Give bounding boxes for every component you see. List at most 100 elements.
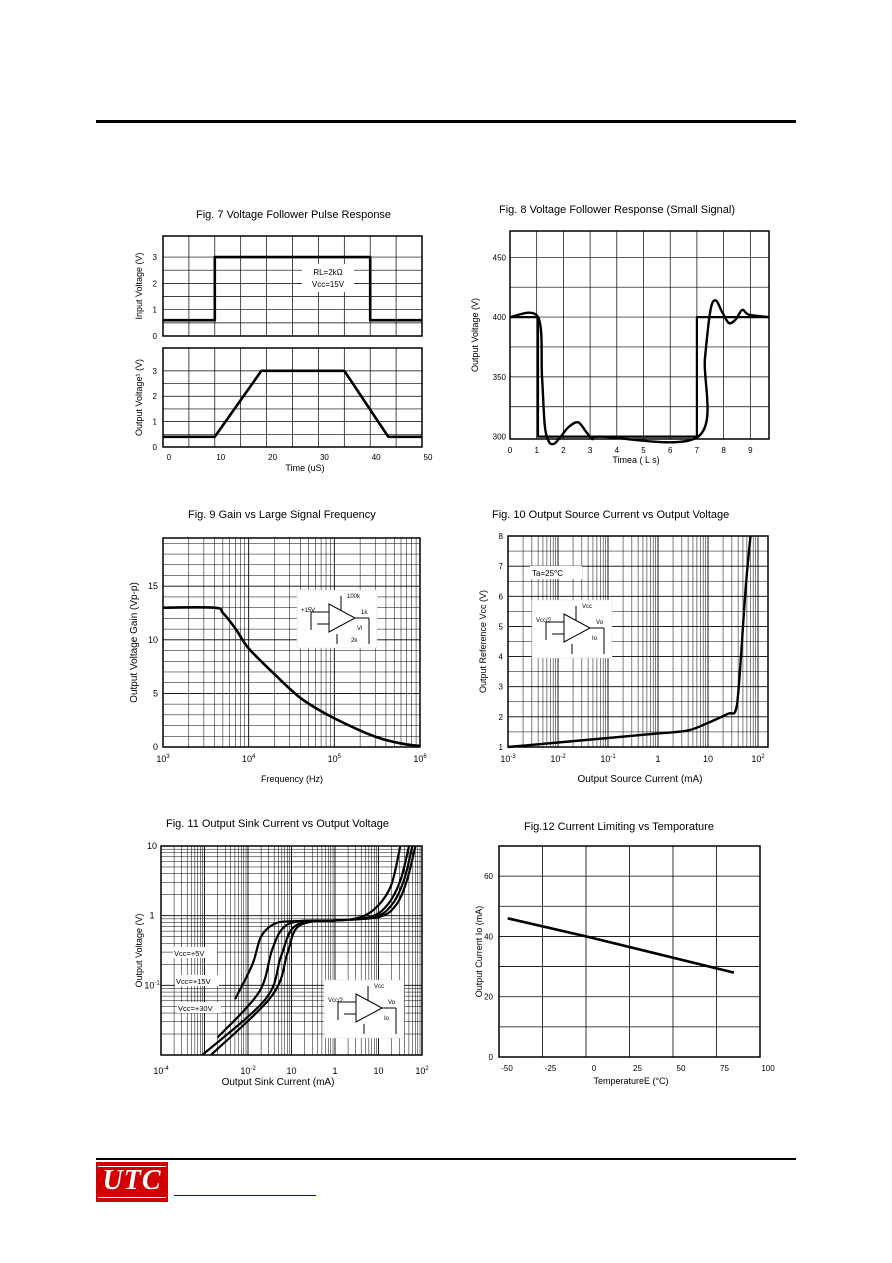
fig10-annotation-temp: Ta=25°C (532, 569, 563, 578)
fig9-ytick-label: 0 (153, 742, 158, 752)
fig10-source-curve (507, 535, 752, 749)
fig11-series-label: Vcc=+15V (176, 977, 211, 986)
header-rule (96, 120, 796, 123)
fig7-top-ylabel: Input Voltage (V) (134, 252, 144, 319)
fig12-xlabel: TemperatureE (°C) (593, 1076, 668, 1086)
fig7-top-ytick-label: 3 (153, 253, 158, 262)
fig12-chart: 0 20 40 60 -50 -25 0 25 50 75 100 Output Current Io… (474, 845, 775, 1086)
fig11-xtick-label: 10 (373, 1066, 383, 1076)
fig9-circuit-label: 1k (361, 610, 368, 616)
fig7-chart: 0 1 2 3 Input Voltage (V) 0 1 2 3 Output Voltage¹… (134, 235, 433, 473)
fig10-circuit-label: Io (592, 636, 598, 642)
fig8-xtick-label: 9 (748, 446, 753, 455)
fig11-circuit-label: Vcc/2 (328, 998, 344, 1004)
fig9-title: Fig. 9 Gain vs Large Signal Frequency (188, 509, 376, 521)
fig11-chart: 10 1 10-1 10-4 10-2 10 1 10 102 Output Voltage (V… (134, 841, 429, 1088)
fig8-xtick-label: 0 (508, 446, 513, 455)
fig10-opamp-symbol (563, 613, 592, 643)
fig7-xtick-label: 50 (424, 453, 433, 462)
fig11-series-label: Vcc=+5V (174, 949, 204, 958)
fig7-plot-frame (162, 235, 423, 337)
fig10-circuit-label: Vcc (582, 604, 592, 610)
fig8-xtick-label: 2 (561, 446, 566, 455)
fig11-title: Fig. 11 Output Sink Current vs Output Vo… (166, 818, 389, 830)
fig10-ylabel: Output Reference Vcc (V) (478, 590, 488, 693)
footer-rule (96, 1158, 796, 1160)
fig10-xtick-label: 102 (751, 754, 765, 764)
fig8-xtick-label: 1 (534, 446, 539, 455)
fig7-xtick-label: 40 (372, 453, 381, 462)
fig11-ytick-label: 10-1 (144, 980, 160, 990)
fig10-circuit-label: Vo (596, 620, 604, 626)
fig9-circuit-label: Vi (357, 626, 362, 632)
fig9-ytick-label: 10 (148, 635, 158, 645)
fig9-plot-frame (162, 537, 421, 748)
fig10-xlabel: Output Source Current (mA) (577, 774, 702, 785)
fig7-xtick-label: 10 (216, 453, 225, 462)
fig11-plot-frame (160, 845, 423, 1056)
fig10-xtick-label: 10 (703, 754, 713, 764)
fig12-ytick-label: 40 (484, 932, 493, 941)
fig9-xtick-label: 103 (156, 754, 170, 764)
fig7-annotation-vcc: Vcc=15V (312, 280, 345, 289)
fig7-plot-frame (162, 347, 423, 448)
fig10-ytick-label: 2 (499, 713, 504, 722)
fig10-xtick-label: 10-1 (600, 754, 616, 764)
footer-link-underline[interactable] (174, 1195, 316, 1196)
fig7-bottom-ytick-label: 0 (153, 443, 158, 452)
fig12-title: Fig.12 Current Limiting vs Temporature (524, 821, 714, 833)
fig9-xtick-label: 106 (413, 754, 427, 764)
fig11-xtick-label: 1 (332, 1066, 337, 1076)
utc-logo: UTC (96, 1162, 168, 1202)
fig7-top-ytick-label: 2 (153, 279, 158, 288)
fig7-xtick-label: 20 (268, 453, 277, 462)
fig7-top-ytick-label: 1 (153, 306, 158, 315)
fig10-plot-frame (507, 535, 769, 748)
fig9-xtick-label: 105 (328, 754, 342, 764)
fig10-xtick-label: 10-2 (550, 754, 566, 764)
fig11-sink-curve (210, 845, 414, 1056)
fig12-xtick-label: 100 (761, 1064, 775, 1073)
fig8-xtick-label: 4 (615, 446, 620, 455)
fig12-current-line (507, 917, 735, 974)
fig11-ylabel: Output Voltage (V) (134, 913, 144, 987)
fig8-ytick-label: 300 (493, 433, 507, 442)
fig8-title: Fig. 8 Voltage Follower Response (Small … (499, 204, 736, 216)
fig10-chart: 1 2 3 4 5 6 7 8 10-3 10-2 10-1 1 10 102 Output Referen… (478, 532, 769, 785)
fig7-xtick-label: 30 (320, 453, 329, 462)
fig9-circuit-label: 2k (351, 638, 358, 644)
fig7-annotation-rl: RL=2kΩ (313, 268, 342, 277)
fig10-xtick-label: 1 (655, 754, 660, 764)
fig10-ytick-label: 5 (499, 622, 504, 631)
fig10-xtick-label: 10-3 (500, 754, 516, 764)
fig12-ytick-label: 20 (484, 993, 493, 1002)
fig9-circuit-label: +15V (301, 608, 315, 614)
fig8-ytick-label: 400 (493, 313, 507, 322)
fig11-series-label: Vcc=+30V (178, 1004, 213, 1013)
fig12-xtick-label: 75 (720, 1064, 729, 1073)
fig11-series-label-bg (175, 975, 219, 986)
fig12-xtick-label: 0 (592, 1064, 597, 1073)
fig11-ytick-label: 1 (149, 911, 154, 921)
fig10-ytick-label: 3 (499, 683, 504, 692)
fig8-chart: 300 350 400 450 0 1 2 3 4 5 6 7 8 9 Output Voltage (V)… (470, 230, 770, 465)
fig11-xtick-label: 10 (286, 1066, 296, 1076)
fig10-ytick-label: 6 (499, 592, 504, 601)
fig7-bottom-ytick-label: 2 (153, 392, 158, 401)
fig12-ytick-label: 0 (489, 1053, 494, 1062)
fig8-xtick-label: 5 (641, 446, 646, 455)
fig7-bottom-ytick-label: 3 (153, 367, 158, 376)
fig12-xtick-label: -50 (501, 1064, 513, 1073)
fig7-title: Fig. 7 Voltage Follower Pulse Response (196, 209, 392, 221)
fig7-bottom-trace (163, 369, 422, 439)
fig12-xtick-label: -25 (545, 1064, 557, 1073)
fig9-ylabel: Output Voltage Gain (Vp-p) (129, 582, 140, 703)
fig8-xtick-label: 6 (668, 446, 673, 455)
fig8-ytick-label: 350 (493, 373, 507, 382)
fig8-ylabel: Output Voltage (V) (470, 298, 480, 372)
fig7-bottom-ytick-label: 1 (153, 418, 158, 427)
fig7-xlabel: Time (uS) (285, 463, 324, 473)
fig11-circuit-label: Vcc (374, 984, 384, 990)
fig9-xtick-label: 104 (242, 754, 256, 764)
fig8-xlabel: Timea ( L s) (612, 455, 659, 465)
